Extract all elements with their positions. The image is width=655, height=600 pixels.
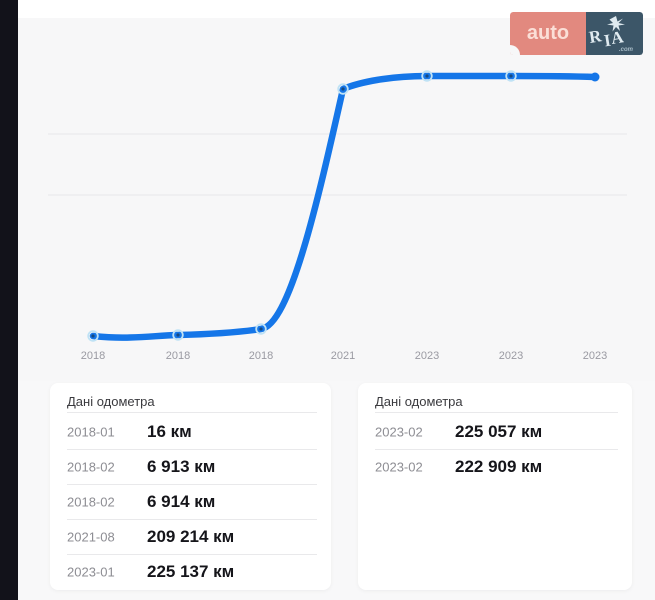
svg-text:A: A bbox=[610, 27, 626, 48]
svg-text:R: R bbox=[588, 26, 604, 47]
svg-text:.com: .com bbox=[619, 47, 634, 53]
